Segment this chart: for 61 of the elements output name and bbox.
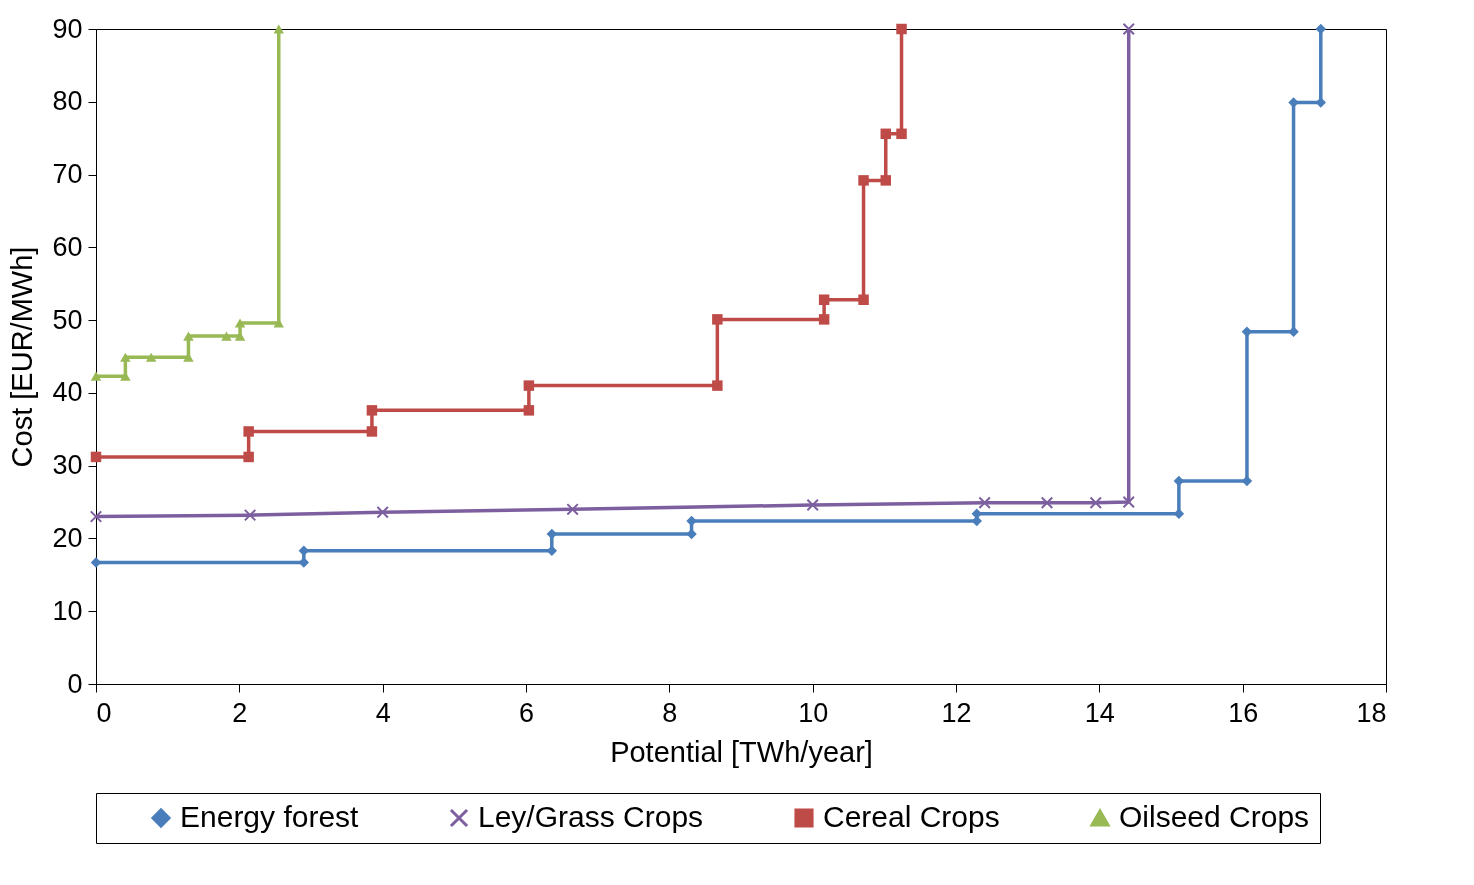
x-tick-label: 10 — [798, 697, 829, 728]
x-tick-label: 18 — [1356, 697, 1387, 728]
point — [243, 451, 254, 463]
point — [183, 331, 194, 341]
point — [145, 352, 157, 362]
y-tick-label: 70 — [52, 159, 83, 190]
point — [523, 380, 535, 391]
point — [90, 451, 102, 463]
point — [1040, 496, 1054, 510]
point — [1288, 97, 1299, 108]
legend-label: Cereal Crops — [823, 800, 1000, 833]
point — [366, 426, 378, 437]
y-tick-label: 20 — [52, 522, 83, 553]
x-tick-label: 0 — [96, 697, 112, 728]
x-tick-label: 16 — [1228, 697, 1259, 728]
point — [806, 498, 819, 512]
y-tick-label: 10 — [52, 595, 83, 626]
x-tick-label: 4 — [375, 697, 391, 728]
point — [1122, 22, 1135, 36]
point — [978, 496, 991, 510]
x-tick-label: 8 — [662, 697, 678, 728]
point — [90, 371, 102, 381]
point — [566, 503, 579, 516]
y-tick-label: 90 — [52, 13, 83, 44]
point — [221, 331, 232, 341]
point — [896, 128, 907, 140]
point — [243, 426, 254, 437]
point — [523, 405, 535, 416]
point — [120, 352, 131, 362]
x-tick-label: 2 — [232, 697, 248, 728]
y-tick-label: 0 — [67, 668, 83, 699]
x-tick-label: 12 — [941, 697, 972, 728]
point — [896, 23, 907, 35]
x-tick-label: 6 — [518, 697, 535, 728]
y-tick-label: 80 — [52, 86, 83, 117]
y-tick-label: 40 — [52, 377, 83, 408]
point — [234, 318, 246, 328]
legend-label: Ley/Grass Crops — [478, 800, 704, 833]
point — [880, 175, 892, 186]
point — [1122, 495, 1135, 509]
legend-label: Oilseed Crops — [1119, 800, 1310, 833]
point — [1089, 496, 1102, 510]
point — [89, 510, 103, 523]
y-tick-label: 60 — [52, 231, 83, 262]
point — [858, 175, 869, 186]
y-tick-label: 50 — [52, 304, 83, 335]
point — [818, 294, 830, 305]
legend-label: Energy forest — [180, 800, 360, 833]
x-axis-title: Potential [TWh/year] — [610, 735, 873, 768]
y-axis-title: Cost [EUR/MWh] — [6, 246, 39, 468]
point — [818, 314, 830, 325]
point — [376, 506, 389, 519]
x-tick-label: 14 — [1084, 697, 1115, 728]
point — [712, 314, 723, 325]
point — [366, 405, 378, 416]
point — [858, 294, 869, 305]
point — [273, 24, 284, 34]
point — [880, 128, 892, 140]
y-tick-label: 30 — [52, 450, 83, 481]
point — [243, 508, 257, 522]
point — [712, 380, 723, 391]
